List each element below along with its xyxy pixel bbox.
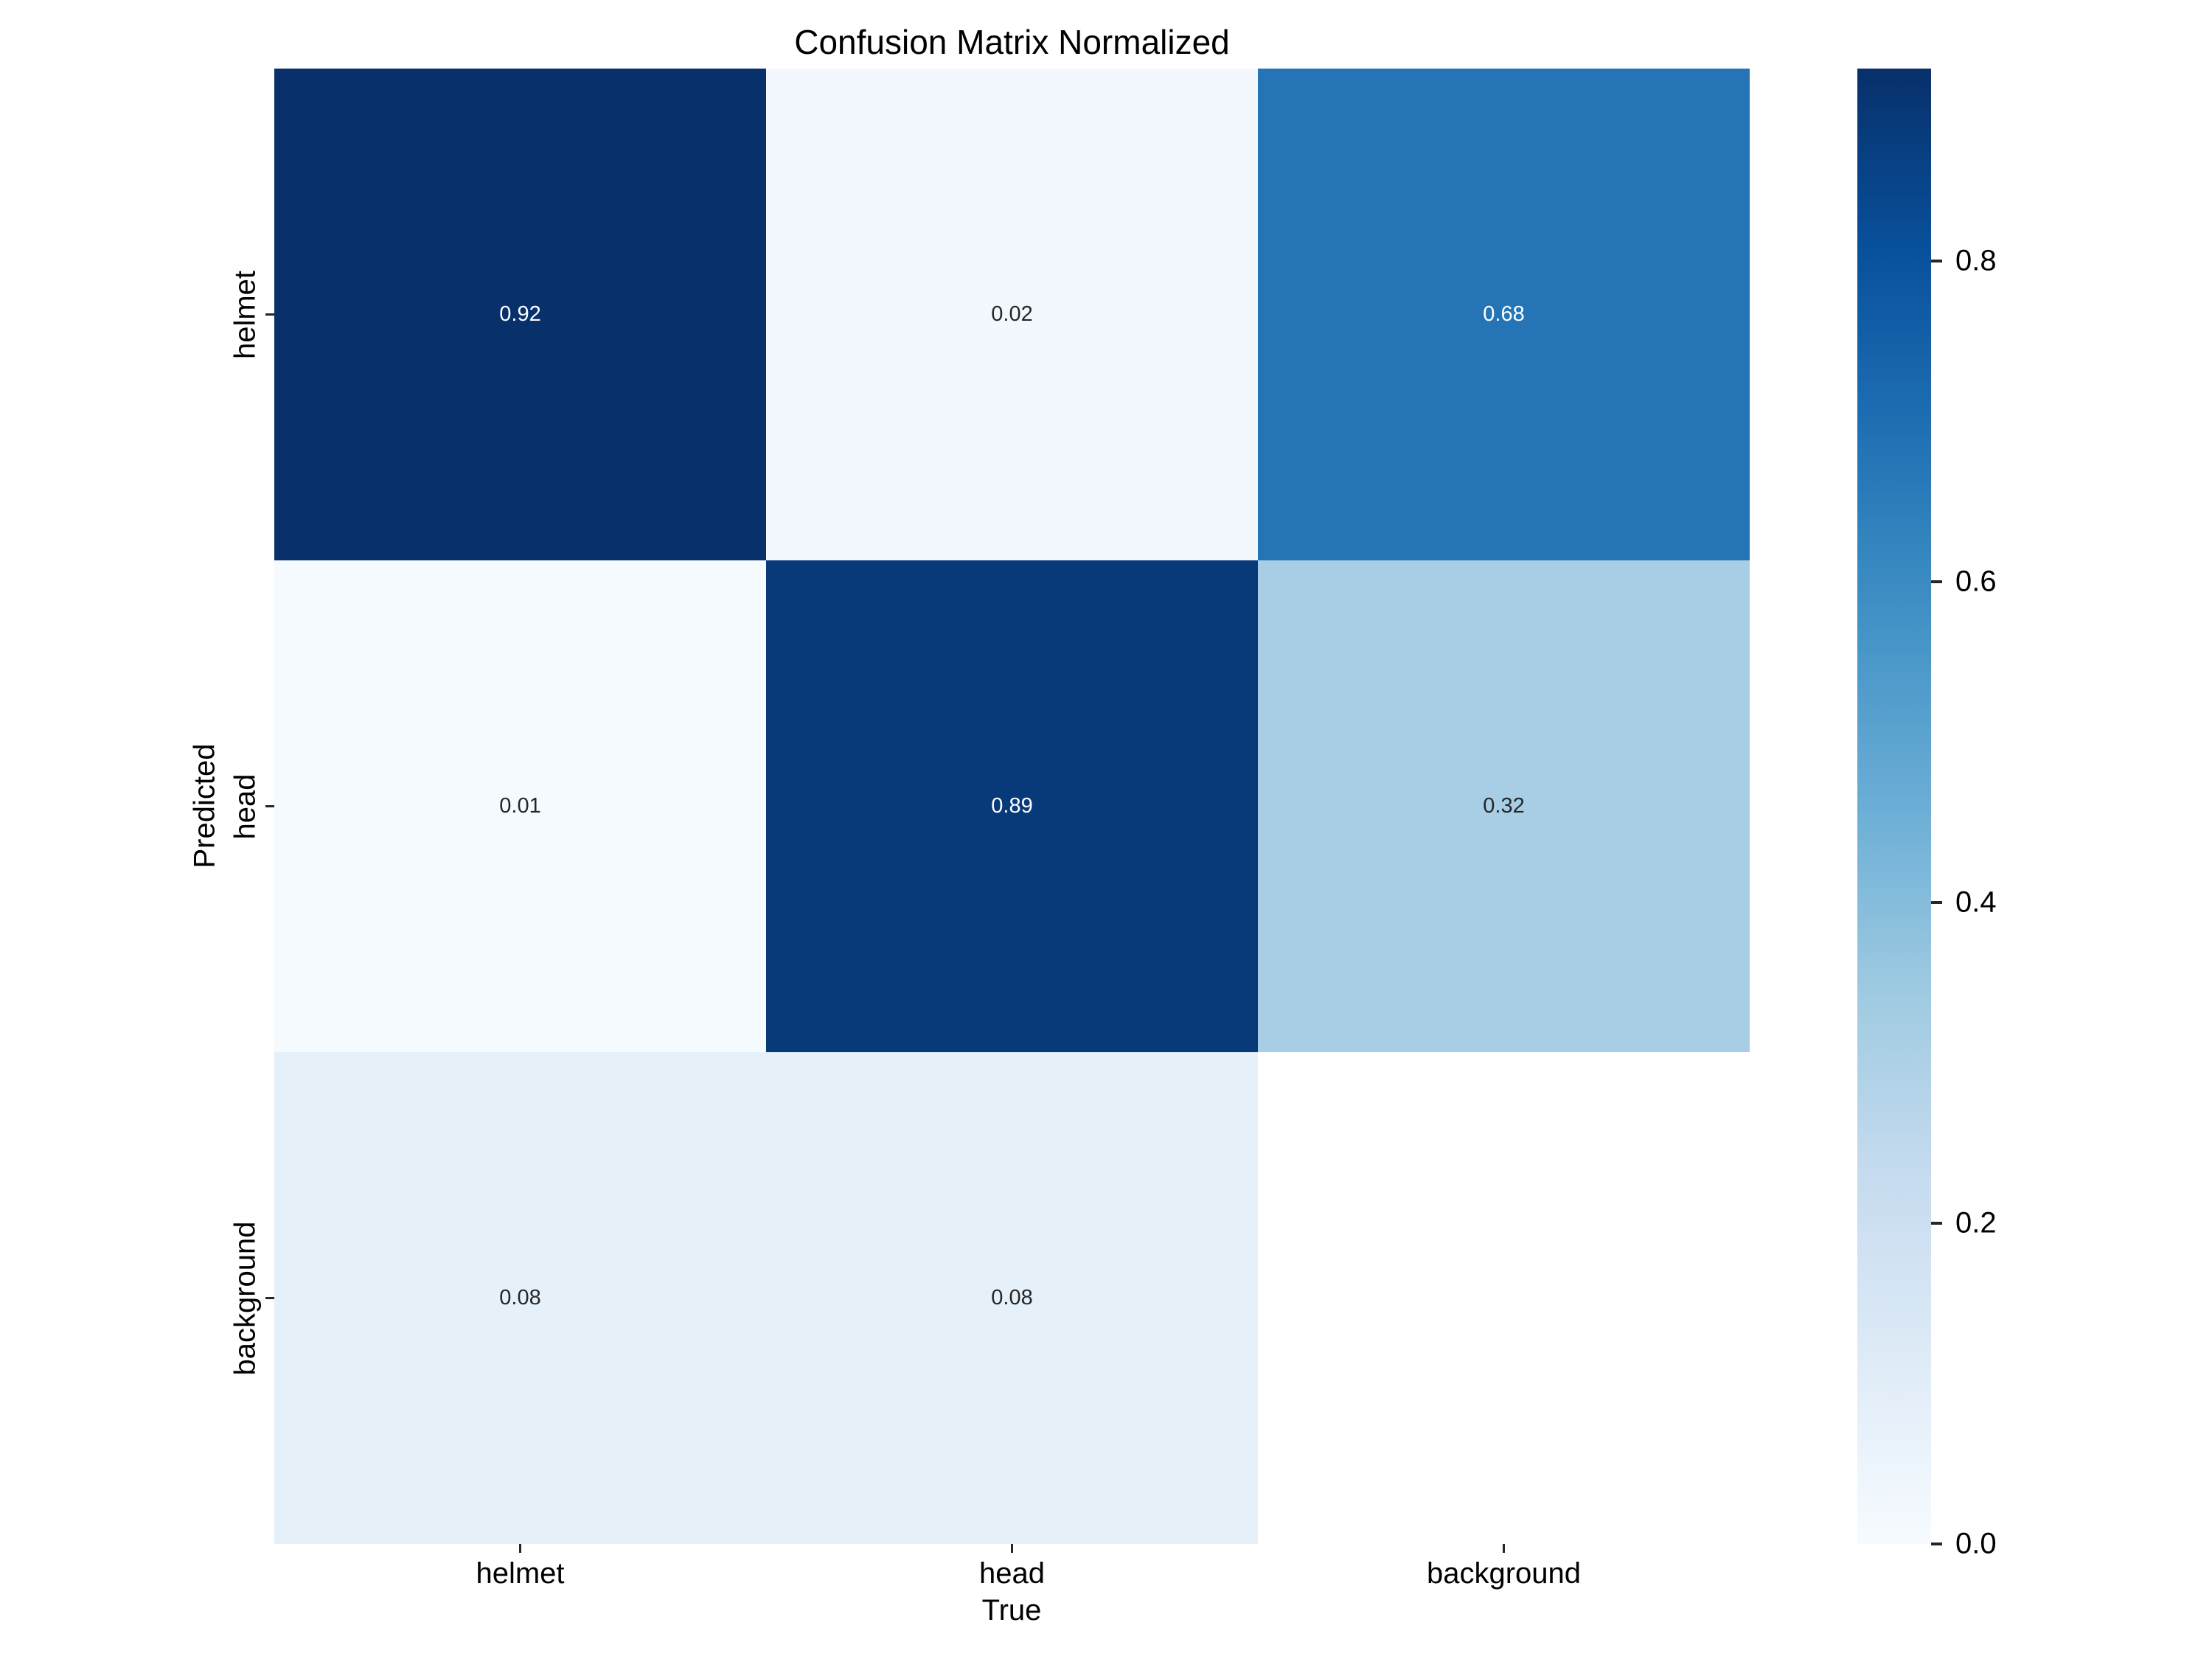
x-tick-label-head: head [979,1557,1045,1590]
x-axis-label: True [981,1594,1042,1627]
colorbar [1857,69,1931,1544]
x-tick-label-background: background [1426,1557,1582,1590]
y-tick-label-helmet: helmet [229,270,262,359]
colorbar-tick-label-0.6: 0.6 [1955,565,1997,598]
heatmap-plot: 0.92 0.02 0.68 0.01 0.89 0.32 0.08 0.08 [274,69,1750,1544]
colorbar-tick-label-0.4: 0.4 [1955,886,1997,919]
cell-helmet-head: 0.02 [766,69,1258,560]
x-tick-mark-background [1502,1544,1506,1553]
colorbar-tick-mark-0.4 [1931,901,1942,904]
cell-head-helmet: 0.01 [274,560,766,1052]
cell-background-background [1258,1052,1750,1544]
cell-head-background: 0.32 [1258,560,1750,1052]
y-tick-label-head: head [229,773,262,839]
cell-background-helmet: 0.08 [274,1052,766,1544]
colorbar-tick-mark-0.8 [1931,260,1942,262]
y-axis-label: Predicted [188,743,221,869]
cell-background-head: 0.08 [766,1052,1258,1544]
cell-helmet-helmet: 0.92 [274,69,766,560]
colorbar-tick-mark-0.0 [1931,1543,1942,1545]
y-tick-mark-background [265,1296,274,1300]
x-tick-label-helmet: helmet [476,1557,565,1590]
x-tick-mark-head [1010,1544,1014,1553]
y-tick-mark-head [265,804,274,808]
cell-head-head: 0.89 [766,560,1258,1052]
y-tick-label-background: background [229,1220,262,1376]
chart-title: Confusion Matrix Normalized [794,23,1230,61]
colorbar-tick-mark-0.6 [1931,580,1942,583]
y-tick-mark-helmet [265,313,274,316]
colorbar-tick-label-0.2: 0.2 [1955,1206,1997,1239]
cell-helmet-background: 0.68 [1258,69,1750,560]
colorbar-tick-mark-0.2 [1931,1222,1942,1225]
colorbar-tick-label-0.8: 0.8 [1955,244,1997,277]
colorbar-tick-label-0.0: 0.0 [1955,1527,1997,1560]
x-tick-mark-helmet [518,1544,522,1553]
